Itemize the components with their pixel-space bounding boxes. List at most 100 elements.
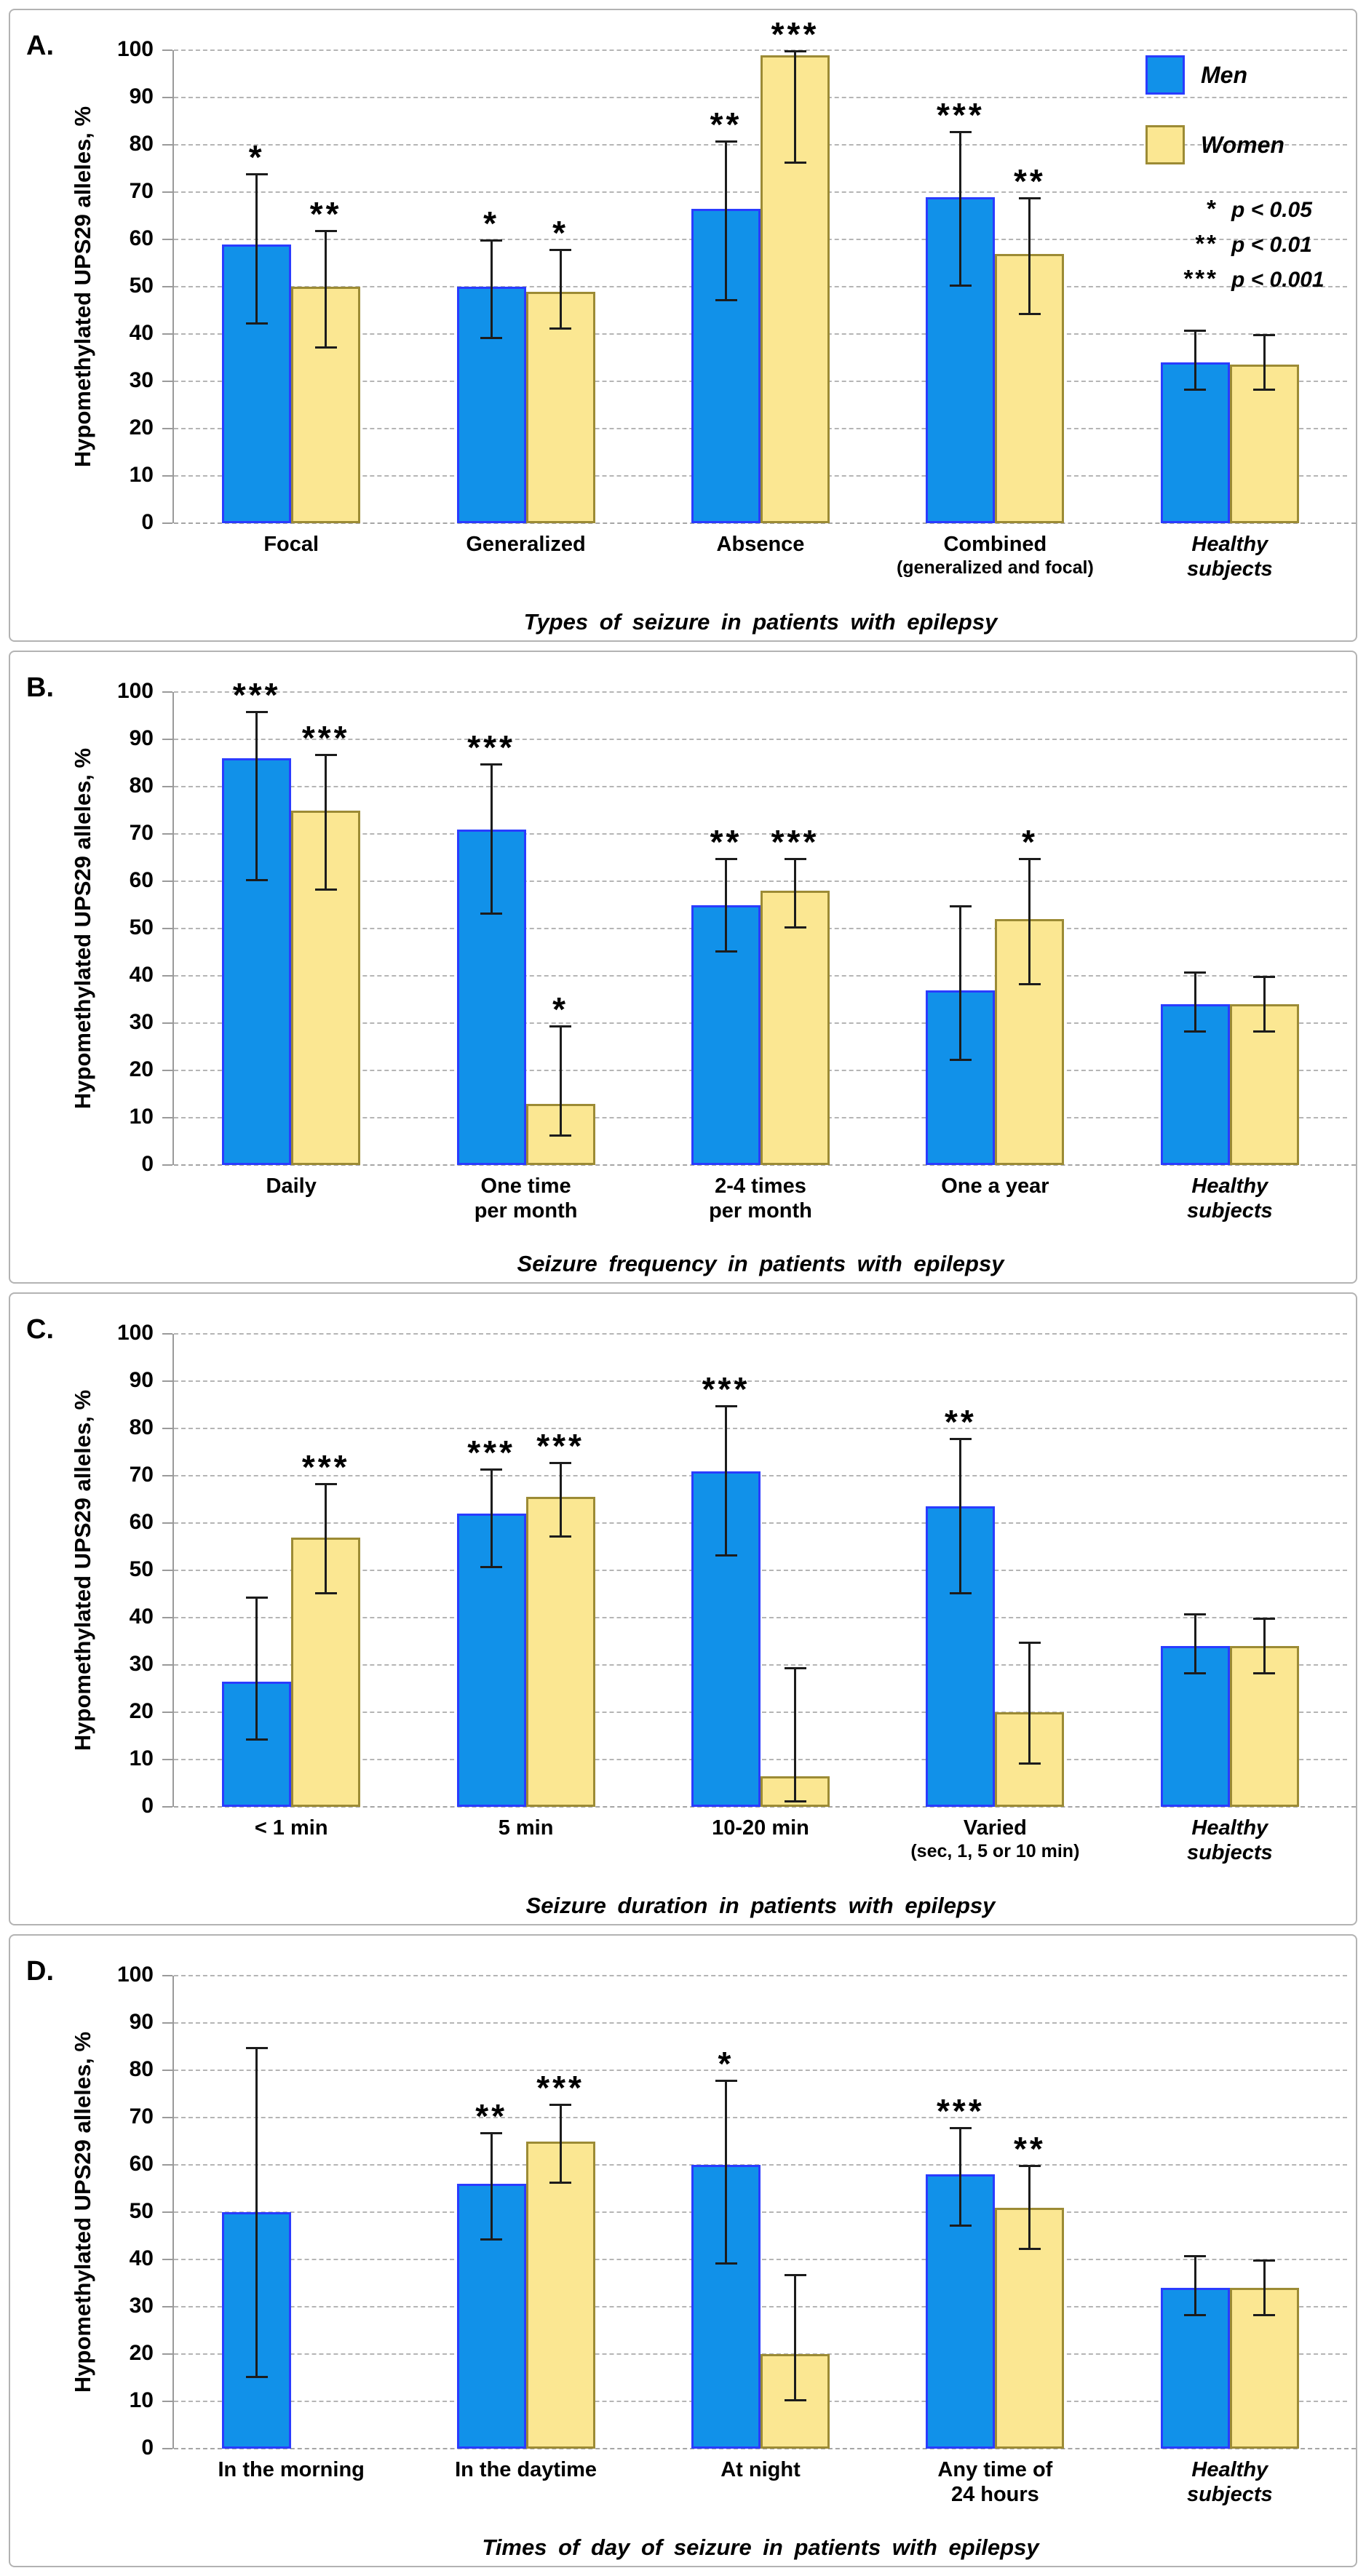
y-tick-label-20: 20 xyxy=(129,2341,154,2365)
panel-b: B. Hypomethylated UPS29 alleles, % *** *** *… xyxy=(9,651,1357,1284)
y-tick-100 xyxy=(162,1975,172,1976)
error-bar xyxy=(1194,1613,1196,1674)
y-tick-label-100: 100 xyxy=(116,679,154,703)
error-bar xyxy=(255,711,258,881)
bar-men-group4 xyxy=(926,1506,996,1807)
y-tick-50 xyxy=(162,1570,172,1571)
y-tick-70 xyxy=(162,833,172,835)
error-bar-cap xyxy=(245,1738,268,1741)
gridline-90 xyxy=(174,2022,1347,2024)
y-tick-40 xyxy=(162,2259,172,2260)
y-tick-label-50: 50 xyxy=(129,2199,154,2223)
error-bar xyxy=(959,1438,962,1594)
error-bar-cap xyxy=(245,1596,268,1599)
x-category-subtext: (generalized and focal) xyxy=(896,557,1094,578)
error-bar-cap xyxy=(715,298,737,301)
error-bar-cap xyxy=(245,711,268,713)
y-tick-50 xyxy=(162,928,172,929)
panel-letter-label: B. xyxy=(26,672,54,703)
y-axis-line xyxy=(172,50,174,523)
bar-men-group5 xyxy=(1160,1646,1230,1807)
error-bar xyxy=(255,173,258,325)
error-bar-cap xyxy=(549,327,572,330)
error-bar xyxy=(725,1404,727,1557)
significance-stars: ** xyxy=(710,105,742,143)
y-tick-50 xyxy=(162,286,172,287)
y-axis-line xyxy=(172,1976,174,2449)
x-category-label: In the daytime xyxy=(408,2457,643,2482)
x-axis-baseline xyxy=(174,1164,1356,1166)
x-category-label: Focal xyxy=(174,532,408,557)
error-bar xyxy=(1028,1641,1031,1765)
error-bar xyxy=(725,857,727,953)
y-tick-label-80: 80 xyxy=(129,2057,154,2081)
error-bar-cap xyxy=(784,926,806,929)
error-bar xyxy=(490,2131,493,2241)
bar-women-group3 xyxy=(761,891,830,1165)
bar-women-group2 xyxy=(525,1497,595,1807)
error-bar xyxy=(1028,857,1031,985)
gridline-70 xyxy=(174,833,1347,835)
error-bar-cap xyxy=(1184,2254,1207,2257)
error-bar xyxy=(794,1667,796,1802)
error-bar-cap xyxy=(1018,2248,1041,2250)
y-tick-label-10: 10 xyxy=(129,1105,154,1129)
legend-sig-stars: * xyxy=(1207,195,1218,222)
error-bar xyxy=(1028,196,1031,315)
y-tick-20 xyxy=(162,1070,172,1071)
x-category-label: One a year xyxy=(878,1174,1112,1198)
x-category-text: Healthy subjects xyxy=(1186,533,1273,581)
x-category-label: Healthy subjects xyxy=(1113,2457,1347,2507)
gridline-40 xyxy=(174,2259,1347,2260)
y-axis-line xyxy=(172,692,174,1165)
bar-women-group2 xyxy=(525,2141,595,2449)
panel-letter-label: C. xyxy=(26,1314,54,1345)
error-bar xyxy=(725,140,727,301)
y-tick-label-70: 70 xyxy=(129,179,154,203)
significance-stars: *** xyxy=(536,2068,584,2107)
error-bar xyxy=(325,230,327,349)
y-tick-60 xyxy=(162,2164,172,2166)
gridline-100 xyxy=(174,49,1347,51)
x-category-text: 10-20 min xyxy=(712,1816,809,1840)
error-bar-cap xyxy=(715,2080,737,2082)
error-bar-cap xyxy=(1184,971,1207,974)
error-bar-cap xyxy=(1018,1641,1041,1644)
y-tick-100 xyxy=(162,691,172,693)
error-bar xyxy=(1194,329,1196,391)
y-tick-100 xyxy=(162,1333,172,1335)
error-bar-cap xyxy=(1184,389,1207,391)
y-tick-label-80: 80 xyxy=(129,1415,154,1439)
gridline-60 xyxy=(174,1522,1347,1524)
gridline-90 xyxy=(174,739,1347,740)
gridline-80 xyxy=(174,1428,1347,1429)
y-tick-label-30: 30 xyxy=(129,2294,154,2318)
y-tick-30 xyxy=(162,381,172,382)
x-category-label: One time per month xyxy=(408,1174,643,1223)
x-category-label: Healthy subjects xyxy=(1113,1174,1347,1223)
significance-stars: *** xyxy=(232,676,281,714)
error-bar-cap xyxy=(949,2127,972,2129)
y-tick-100 xyxy=(162,49,172,51)
error-bar xyxy=(559,249,562,330)
error-bar-cap xyxy=(1018,983,1041,985)
error-bar-cap xyxy=(1018,2165,1041,2167)
error-bar-cap xyxy=(1018,1762,1041,1765)
x-category-text: Combined xyxy=(943,533,1047,556)
error-bar-cap xyxy=(245,173,268,175)
y-tick-label-90: 90 xyxy=(129,726,154,750)
error-bar-cap xyxy=(1253,1618,1276,1620)
y-tick-40 xyxy=(162,975,172,977)
error-bar-cap xyxy=(549,2182,572,2184)
y-tick-60 xyxy=(162,239,172,240)
y-tick-label-100: 100 xyxy=(116,37,154,61)
error-bar-cap xyxy=(480,2131,503,2134)
error-bar xyxy=(1263,334,1266,391)
significance-stars: * xyxy=(483,204,500,242)
significance-stars: *** xyxy=(771,822,819,861)
x-category-subtext: (sec, 1, 5 or 10 min) xyxy=(910,1841,1080,1861)
significance-stars: *** xyxy=(937,2092,985,2130)
y-tick-label-40: 40 xyxy=(129,1605,154,1629)
y-tick-label-80: 80 xyxy=(129,774,154,798)
error-bar-cap xyxy=(549,1025,572,1028)
